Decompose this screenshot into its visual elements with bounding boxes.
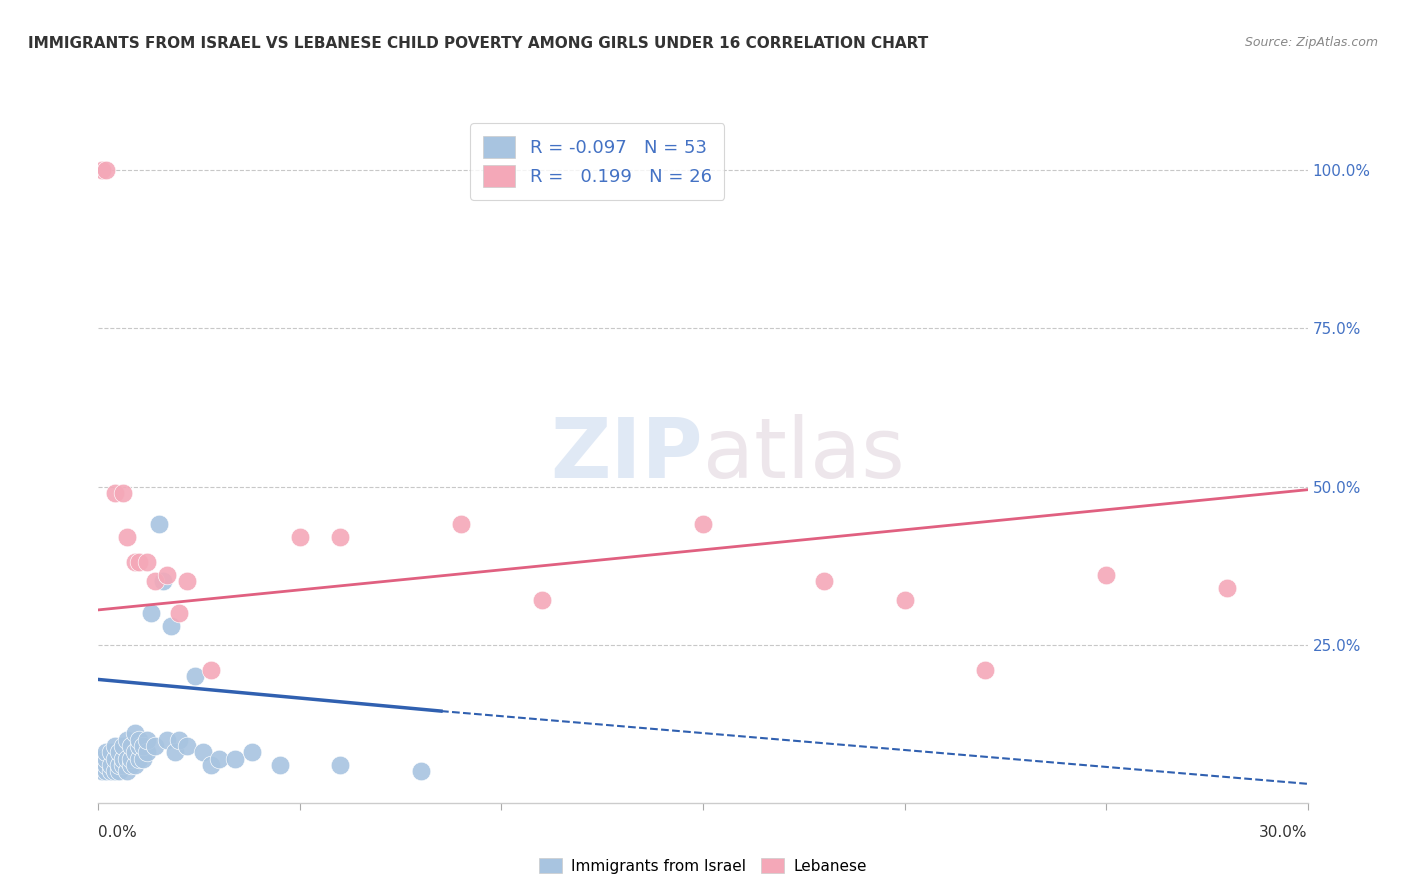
Point [224,751,246,765]
Point [111,486,134,500]
Point [167,732,190,747]
Point [200,663,222,677]
Point [120,757,142,772]
Point [115,751,138,765]
Point [100,764,122,779]
Point [450,517,472,532]
Point [329,757,352,772]
Point [184,669,207,683]
Point [124,745,146,759]
Point [100,745,122,759]
Point [135,745,157,759]
Point [156,568,179,582]
Point [124,726,146,740]
Point [160,618,183,632]
Legend: Immigrants from Israel, Lebanese: Immigrants from Israel, Lebanese [533,852,873,880]
Point [135,732,157,747]
Point [167,606,190,620]
Point [103,739,125,753]
Point [103,751,125,765]
Point [692,517,714,532]
Point [111,757,134,772]
Point [107,764,129,779]
Point [100,757,122,772]
Text: 30.0%: 30.0% [1260,825,1308,840]
Text: atlas: atlas [703,415,904,495]
Point [893,593,915,607]
Point [115,764,138,779]
Point [128,751,150,765]
Point [96,751,118,765]
Point [135,556,157,570]
Point [143,739,166,753]
Point [91,163,114,178]
Point [163,745,186,759]
Point [91,751,114,765]
Point [813,574,835,589]
Point [120,739,142,753]
Point [148,517,170,532]
Point [96,757,118,772]
Point [329,530,352,544]
Point [200,757,222,772]
Point [152,574,174,589]
Point [208,751,231,765]
Point [124,556,146,570]
Point [96,764,118,779]
Point [143,574,166,589]
Point [409,764,432,779]
Point [132,751,155,765]
Text: ZIP: ZIP [551,415,703,495]
Point [269,757,291,772]
Point [156,732,179,747]
Point [139,606,162,620]
Point [103,764,125,779]
Legend: R = -0.097   N = 53, R =   0.199   N = 26: R = -0.097 N = 53, R = 0.199 N = 26 [470,123,724,200]
Point [128,739,150,753]
Point [115,732,138,747]
Text: 0.0%: 0.0% [98,825,138,840]
Point [128,732,150,747]
Point [103,486,125,500]
Point [91,764,114,779]
Text: IMMIGRANTS FROM ISRAEL VS LEBANESE CHILD POVERTY AMONG GIRLS UNDER 16 CORRELATIO: IMMIGRANTS FROM ISRAEL VS LEBANESE CHILD… [28,36,928,51]
Point [193,745,215,759]
Point [115,530,138,544]
Point [96,163,118,178]
Point [107,745,129,759]
Point [107,757,129,772]
Point [124,757,146,772]
Point [1216,581,1239,595]
Point [176,739,198,753]
Point [91,757,114,772]
Point [111,751,134,765]
Point [96,745,118,759]
Point [240,745,263,759]
Point [111,739,134,753]
Point [120,751,142,765]
Point [288,530,311,544]
Point [974,663,997,677]
Point [1095,568,1118,582]
Point [132,739,155,753]
Text: Source: ZipAtlas.com: Source: ZipAtlas.com [1244,36,1378,49]
Point [176,574,198,589]
Point [530,593,553,607]
Point [128,556,150,570]
